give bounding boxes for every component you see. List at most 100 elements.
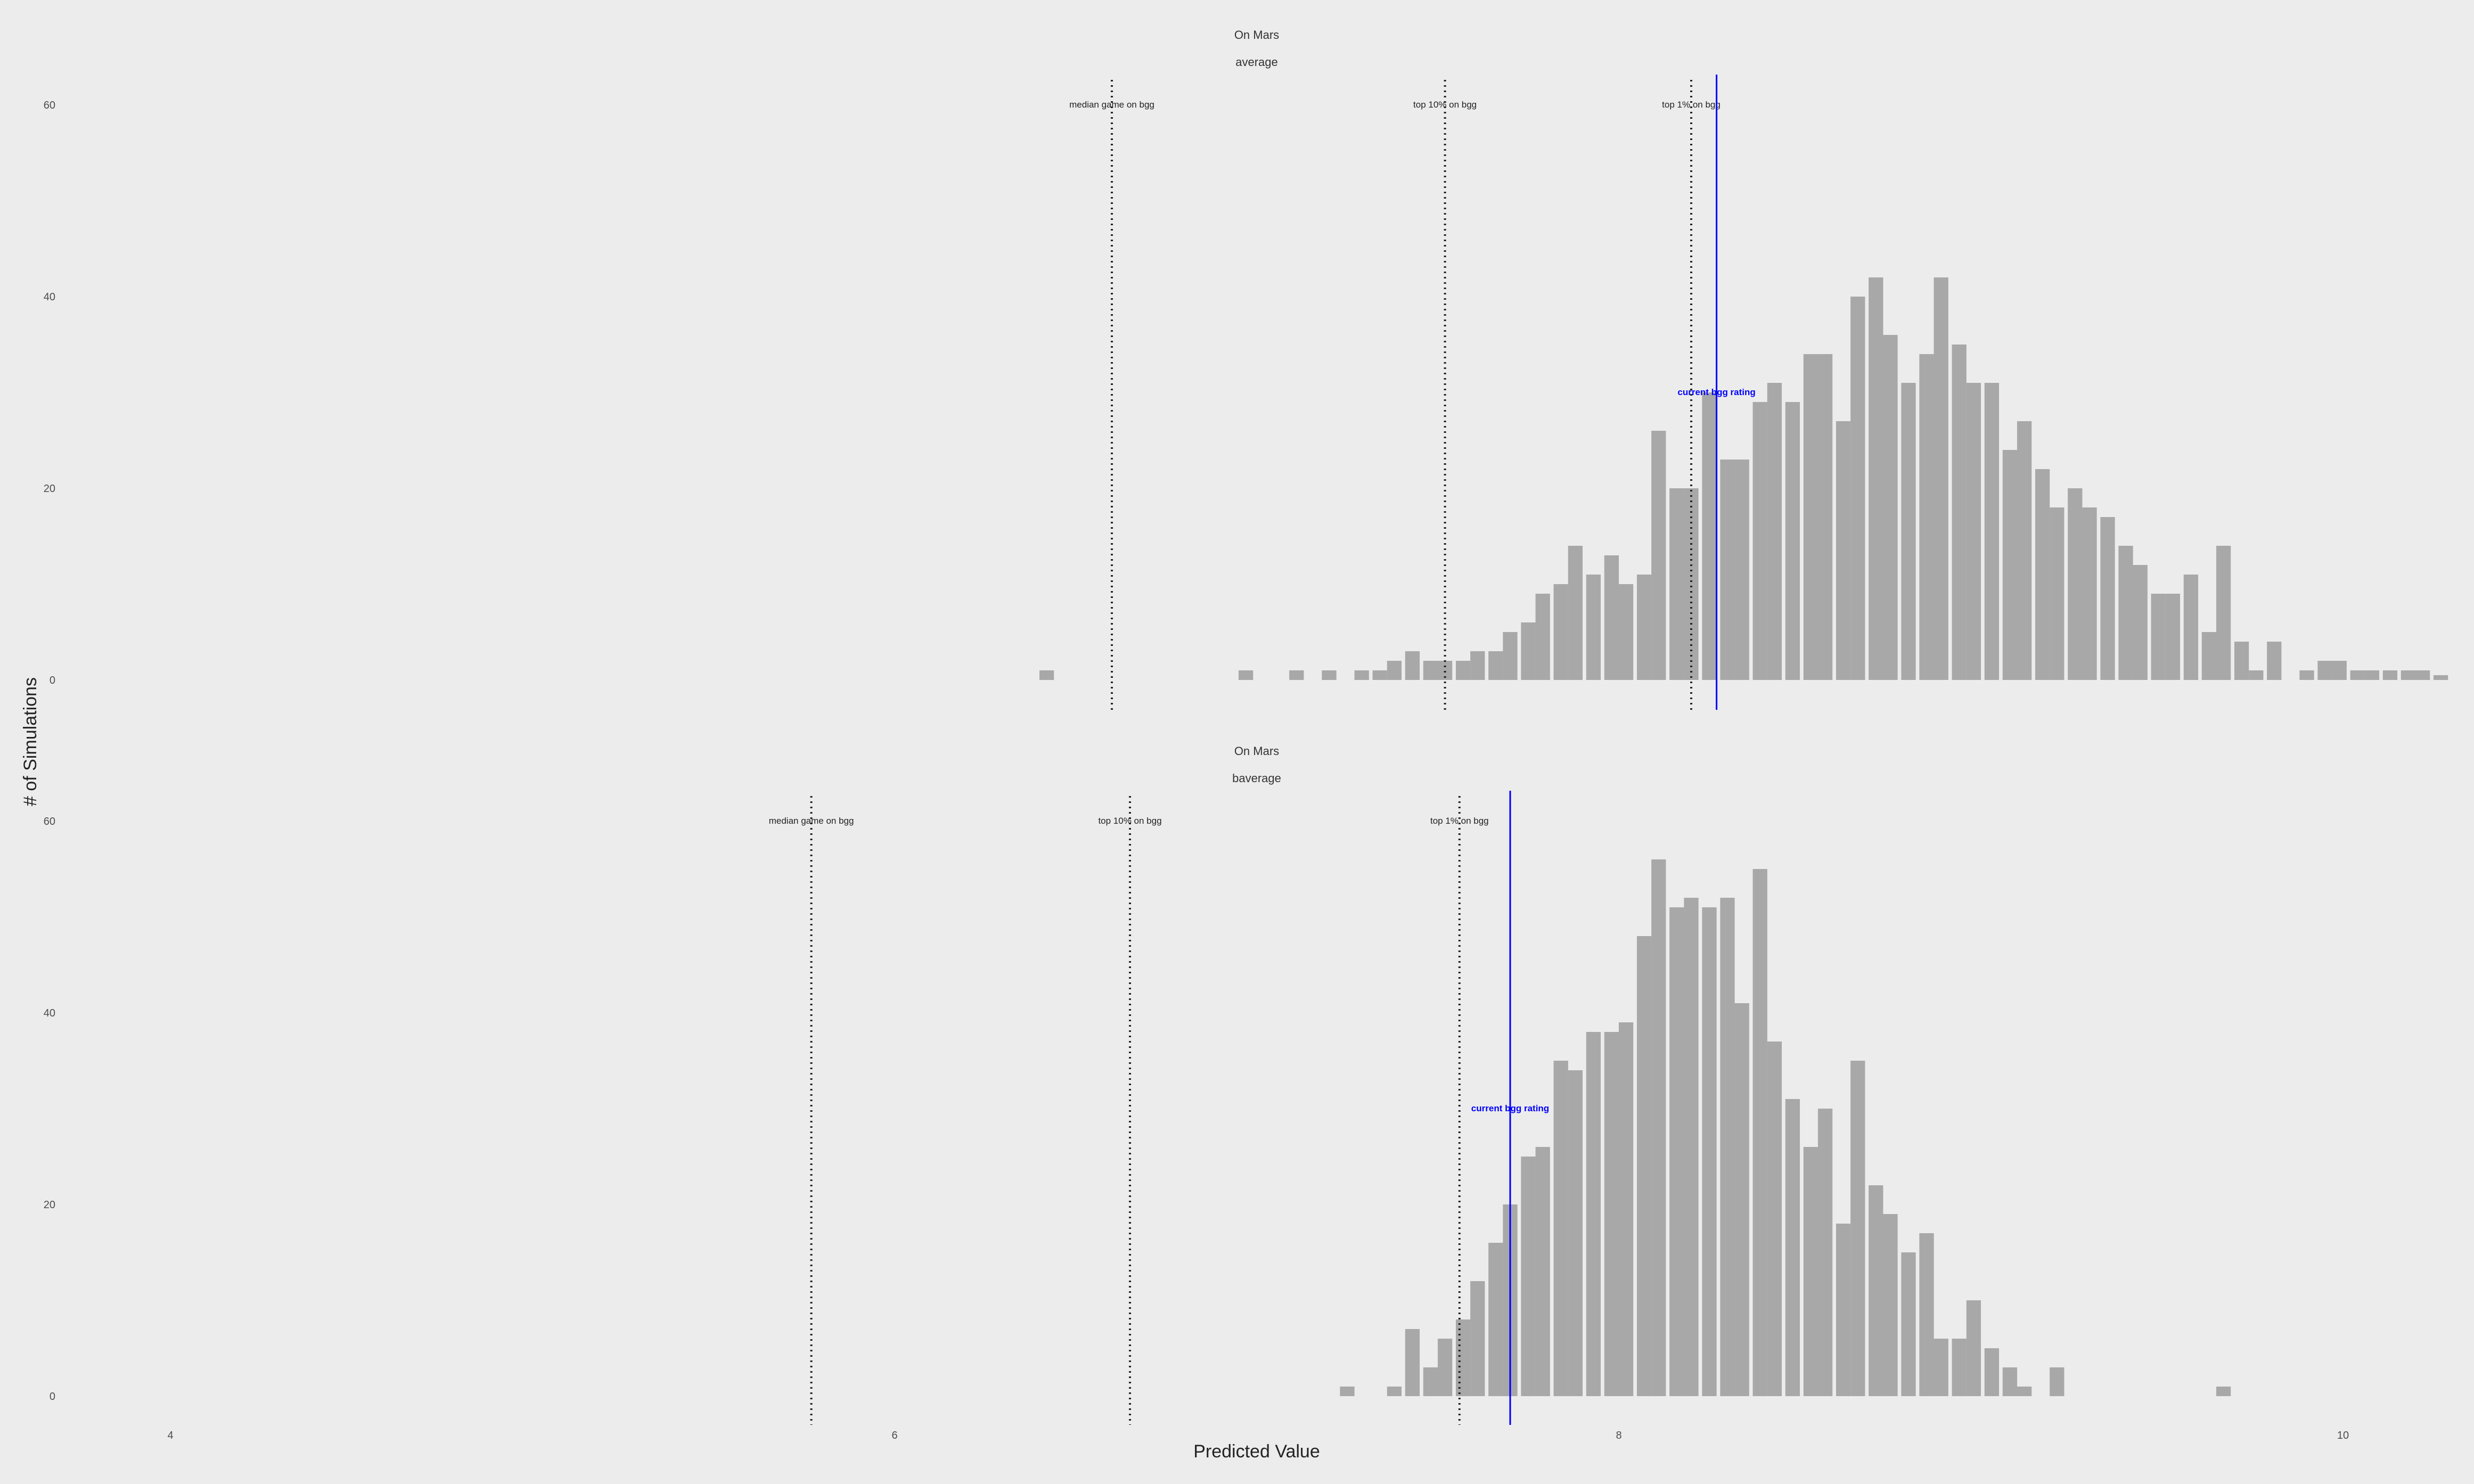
histogram-bar: [1238, 670, 1254, 680]
histogram-bar: [2267, 642, 2282, 680]
y-tick-label: 20: [44, 1199, 55, 1211]
reference-label: top 1% on bgg: [1430, 816, 1489, 826]
histogram-bar: [1387, 1387, 1402, 1396]
histogram-bar: [2035, 469, 2050, 680]
histogram-bar: [1734, 1003, 1749, 1396]
panel-average: On Mars average 0 20 40 60 median game on b…: [44, 28, 2448, 710]
histogram-bar: [1785, 1099, 1800, 1396]
histogram-bar: [1521, 622, 1536, 680]
histogram-bar: [1934, 1339, 1948, 1396]
histogram-bar: [1803, 354, 1818, 680]
histogram-bar: [1405, 1329, 1420, 1396]
y-tick-label: 0: [50, 675, 55, 686]
histogram-bar: [2133, 565, 2148, 680]
histogram-bar: [2017, 1387, 2032, 1396]
histogram-bar: [1488, 651, 1503, 680]
current-rating-label: current bgg rating: [1677, 387, 1755, 397]
histogram-bar: [2118, 546, 2133, 680]
histogram-bar: [1836, 1224, 1851, 1396]
histogram-bar: [1919, 1233, 1934, 1396]
histogram-bar: [2317, 661, 2332, 680]
histogram-bar: [1651, 431, 1666, 680]
x-tick-label: 10: [2337, 1430, 2349, 1441]
reference-label: top 1% on bgg: [1662, 100, 1721, 110]
histogram-bar: [1586, 575, 1601, 680]
histogram-bar: [1767, 1042, 1782, 1396]
histogram-bar: [1586, 1032, 1601, 1396]
histogram-bar: [1470, 1281, 1485, 1396]
x-tick-label: 6: [891, 1430, 897, 1441]
histogram-bar: [1437, 1339, 1453, 1396]
y-tick-label: 20: [44, 483, 55, 495]
histogram-bar: [1553, 584, 1568, 680]
histogram-bar: [1752, 869, 1767, 1396]
x-axis-ticks: 4 6 8 10: [167, 1430, 2349, 1441]
histogram-bar: [1372, 670, 1387, 680]
reference-label: top 10% on bgg: [1098, 816, 1161, 826]
histogram-bar: [1423, 1367, 1438, 1396]
histogram-bar: [2216, 546, 2231, 680]
y-tick-label: 0: [50, 1391, 55, 1403]
histogram-bar: [1405, 651, 1420, 680]
histogram-bar: [1423, 661, 1438, 680]
histogram-bar: [1850, 297, 1865, 680]
histogram-bar: [1618, 1022, 1634, 1396]
histogram-bar: [1636, 936, 1652, 1396]
histogram-bar: [1455, 1319, 1471, 1396]
histogram-bar: [2017, 421, 2032, 680]
histogram-bar: [1752, 402, 1767, 680]
histogram-bar: [1669, 907, 1684, 1396]
histogram-bar: [2299, 670, 2314, 680]
histogram-bar: [2002, 450, 2018, 680]
histogram-bar: [1535, 594, 1550, 680]
panel-title: On Mars: [1234, 744, 1279, 758]
histogram-bar: [1322, 670, 1337, 680]
histogram-bar: [2234, 642, 2249, 680]
current-rating-label: current bgg rating: [1471, 1103, 1549, 1113]
histogram-bar: [1651, 859, 1666, 1396]
histogram-bar: [1720, 460, 1735, 680]
histogram-bar: [2350, 670, 2365, 680]
x-tick-label: 4: [167, 1430, 173, 1441]
histogram-bar: [1850, 1061, 1865, 1396]
histogram-bar: [1604, 555, 1619, 680]
current-rating-marker: current bgg rating: [1471, 791, 1549, 1425]
y-tick-label: 60: [44, 816, 55, 827]
histogram-bar: [1966, 383, 1981, 680]
histogram-bar: [1984, 1348, 2000, 1396]
histogram-bar: [1568, 1070, 1583, 1396]
y-axis-ticks: 0 20 40 60: [44, 100, 55, 686]
histogram-bar: [1535, 1147, 1550, 1396]
y-tick-label: 40: [44, 291, 55, 303]
reference-label: top 10% on bgg: [1413, 100, 1477, 110]
histogram-bar: [1869, 277, 1883, 680]
histogram-bar: [2201, 632, 2217, 680]
histogram-bar: [1984, 383, 2000, 680]
histogram-bar: [1340, 1387, 1355, 1396]
histogram-bar: [1767, 383, 1782, 680]
panel-baverage: On Mars baverage 0 20 40 60 median game on …: [44, 744, 2231, 1425]
histogram-bar: [1039, 670, 1054, 680]
panel-subtitle: average: [1235, 55, 1278, 69]
x-tick-label: 8: [1616, 1430, 1621, 1441]
y-tick-label: 40: [44, 1007, 55, 1019]
y-axis-title: # of Simulations: [20, 677, 40, 806]
histogram-bar: [2332, 661, 2347, 680]
histogram-bar: [1869, 1185, 1883, 1396]
reference-label: median game on bgg: [769, 816, 854, 826]
histogram-bar: [1901, 383, 1916, 680]
histogram-bar: [2151, 594, 2166, 680]
x-axis-title: Predicted Value: [1193, 1441, 1320, 1462]
histogram-bar: [2082, 507, 2097, 680]
histogram-bar: [2002, 1367, 2018, 1396]
histogram-bar: [1952, 345, 1967, 680]
histogram-bar: [1720, 898, 1735, 1396]
histogram-bar: [1934, 277, 1948, 680]
reference-lines: median game on bgg top 10% on bgg top 1% o…: [769, 796, 1489, 1425]
y-axis-ticks: 0 20 40 60: [44, 816, 55, 1403]
histogram-bar: [1901, 1252, 1916, 1396]
histogram-bar: [1387, 661, 1402, 680]
histogram-bar: [2249, 670, 2264, 680]
histogram-bar: [1883, 1214, 1898, 1396]
